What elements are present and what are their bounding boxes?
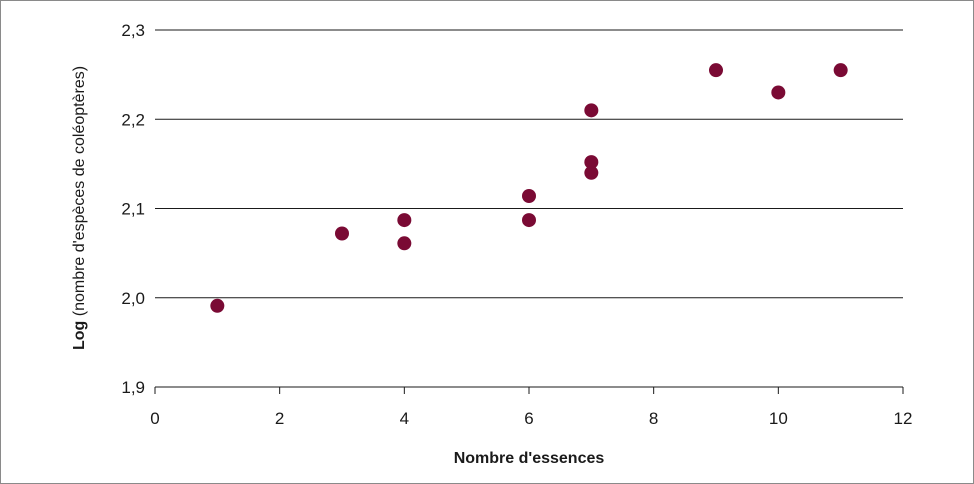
data-point <box>771 85 786 100</box>
x-tick-label: 0 <box>150 409 159 428</box>
data-point <box>522 213 536 228</box>
x-tick-labels: 0 2 4 6 8 10 12 <box>150 409 912 428</box>
y-tick-label: 2,1 <box>121 200 145 219</box>
data-point <box>522 189 536 204</box>
data-point <box>833 63 848 78</box>
data-point <box>584 103 599 118</box>
data-point <box>335 226 349 241</box>
y-axis-title-rest: (nombre d'espèces de coléoptères) <box>71 66 88 321</box>
x-tick-label: 10 <box>769 409 788 428</box>
y-axis-title-bold: Log <box>71 321 88 350</box>
data-point <box>397 236 412 251</box>
y-tick-labels: 1,9 2,0 2,1 2,2 2,3 <box>121 21 145 397</box>
x-tick-label: 4 <box>400 409 409 428</box>
data-point <box>584 155 599 170</box>
x-tick-label: 2 <box>275 409 284 428</box>
x-tick-label: 12 <box>894 409 913 428</box>
y-tick-label: 2,2 <box>121 110 145 129</box>
x-tick-label: 6 <box>524 409 533 428</box>
y-tick-label: 2,3 <box>121 21 145 40</box>
y-tick-label: 1,9 <box>121 378 145 397</box>
data-points <box>210 63 848 313</box>
gridlines <box>155 29 903 299</box>
x-axis-title: Nombre d'essences <box>454 450 605 467</box>
axes <box>154 386 904 394</box>
y-tick-label: 2,0 <box>121 289 145 308</box>
data-point <box>210 298 225 313</box>
data-point <box>397 213 412 228</box>
x-tick-label: 8 <box>649 409 658 428</box>
data-point <box>709 63 723 78</box>
data-point <box>584 165 599 180</box>
y-axis-title: Log (nombre d'espèces de coléoptères) <box>71 66 88 350</box>
